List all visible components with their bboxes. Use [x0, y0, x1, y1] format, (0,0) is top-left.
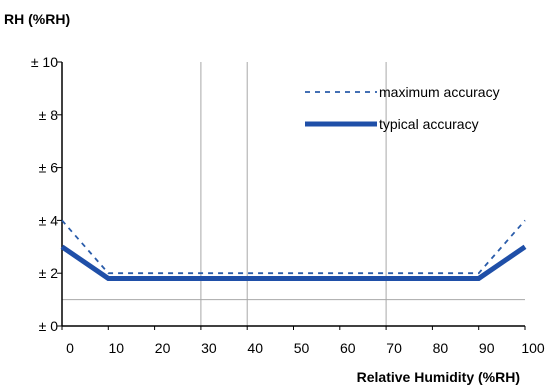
series-line-maximum-accuracy [61, 219, 526, 275]
x-tick-label: 60 [340, 340, 356, 356]
y-tick-label: ± 2 [39, 265, 59, 281]
y-tick-label: ± 8 [39, 107, 59, 123]
x-tick-label: 20 [155, 340, 171, 356]
axes [57, 61, 526, 330]
series-line-typical-accuracy [60, 244, 527, 281]
x-tick-label: 10 [109, 340, 125, 356]
y-axis-title: RH (%RH) [4, 11, 70, 27]
x-tick-labels: 0 10 20 30 40 50 60 70 80 90 100 [66, 340, 545, 356]
legend: maximum accuracy typical accuracy [305, 84, 500, 132]
x-tick-label: 90 [479, 340, 495, 356]
gridlines [62, 62, 525, 326]
y-tick-labels: ± 0 ± 2 ± 4 ± 6 ± 8 ± 10 [31, 54, 58, 334]
y-tick-label: ± 4 [39, 212, 59, 228]
x-tick-label: 50 [294, 340, 310, 356]
legend-label: typical accuracy [379, 116, 479, 132]
series-layer [60, 219, 527, 281]
x-tick-label: 0 [66, 340, 74, 356]
x-tick-label: 40 [247, 340, 263, 356]
x-tick-label: 80 [433, 340, 449, 356]
x-tick-label: 70 [386, 340, 402, 356]
x-tick-label: 100 [521, 340, 545, 356]
y-tick-label: ± 10 [31, 54, 58, 70]
x-tick-label: 30 [201, 340, 217, 356]
y-tick-label: ± 0 [39, 318, 59, 334]
y-tick-label: ± 6 [39, 160, 59, 176]
x-axis-title: Relative Humidity (%RH) [357, 369, 520, 385]
legend-label: maximum accuracy [379, 84, 500, 100]
